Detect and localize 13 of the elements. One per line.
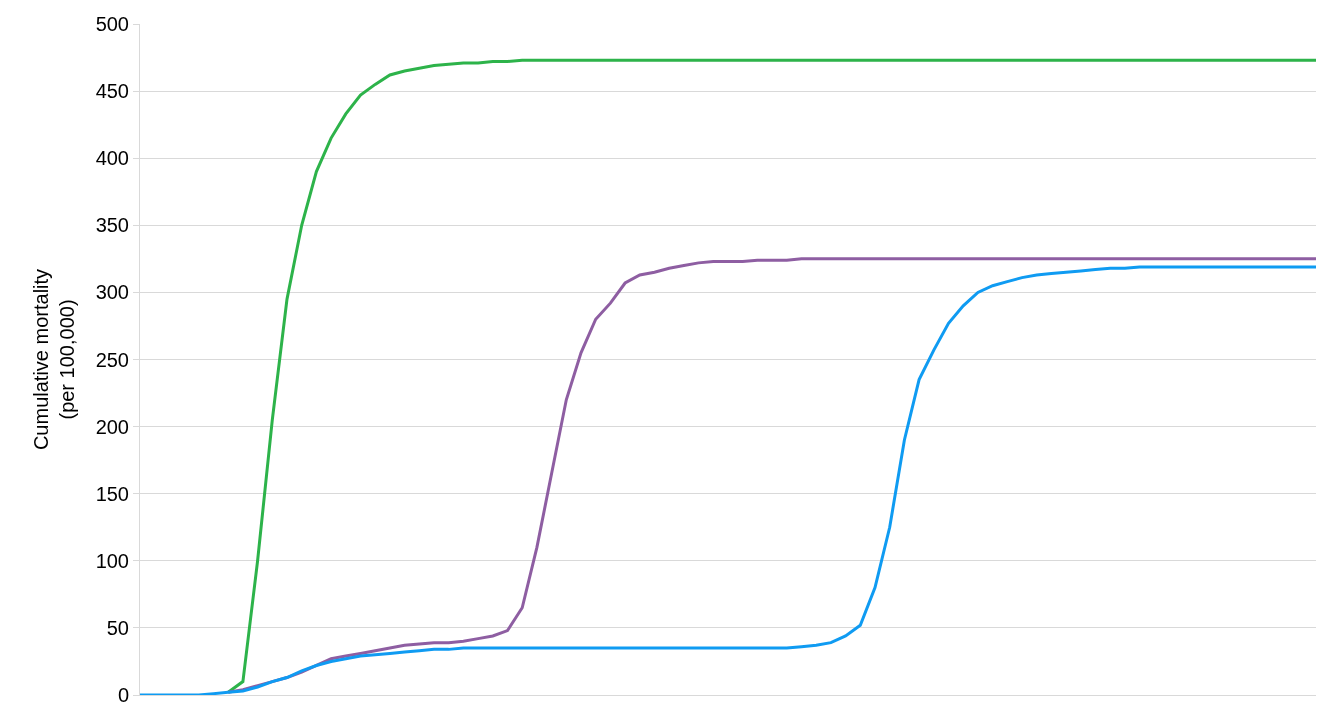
- y-tick-label: 350: [95, 214, 129, 237]
- y-tick-label: 150: [95, 482, 129, 505]
- y-tick-label: 400: [95, 147, 129, 170]
- y-tick-label: 200: [95, 415, 129, 438]
- y-tick-label: 0: [117, 684, 129, 706]
- y-tick-label: 300: [95, 281, 129, 304]
- y-tick-label: 100: [95, 549, 129, 572]
- y-tick-label: 500: [95, 13, 129, 35]
- y-tick-label: 50: [106, 616, 129, 639]
- y-axis-title: Cumulative mortality (per 100,000): [30, 268, 79, 451]
- y-tick-label: 250: [95, 348, 129, 371]
- y-tick-label: 450: [95, 80, 129, 103]
- line-series: [226, 58, 1316, 694]
